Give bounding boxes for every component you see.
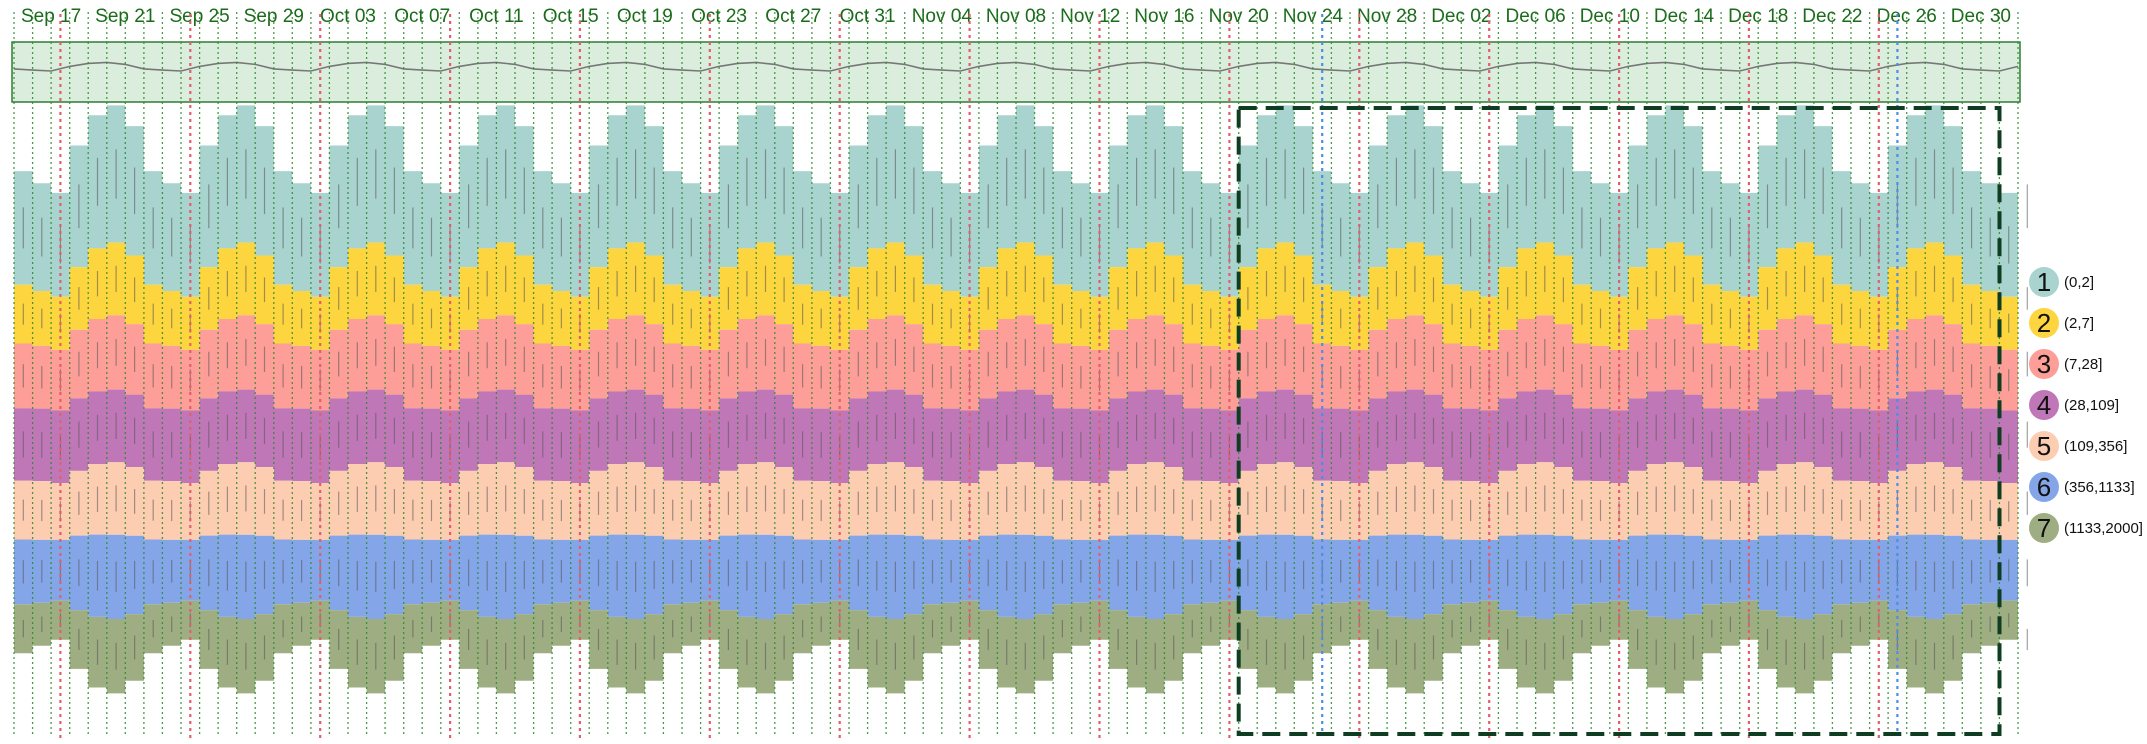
tick-label-26: Dec 30 (1951, 6, 2011, 27)
selection-box[interactable] (1236, 106, 2002, 736)
x-axis-ticks: Sep 17 Sep 21 Sep 25 Sep 29 Oct 03 Oct 07 Oct … (21, 6, 2011, 27)
legend-label-3: (7,28] (2064, 356, 2102, 373)
tick-label-19: Dec 02 (1431, 6, 1491, 27)
tick-label-24: Dec 22 (1802, 6, 1862, 27)
gridlines (13, 12, 2019, 736)
legend-label-1: (0,2] (2064, 274, 2094, 291)
tick-label-8: Oct 19 (617, 6, 673, 27)
tick-label-12: Nov 04 (912, 6, 973, 27)
tick-label-5: Oct 07 (394, 6, 450, 27)
tick-label-10: Oct 27 (765, 6, 821, 27)
legend-number-4: 4 (2037, 390, 2051, 420)
legend-swatch-1 (2029, 267, 2059, 297)
legend-label-2: (2,7] (2064, 315, 2094, 332)
legend-item-7: 7 (1133,2000] (2029, 513, 2143, 543)
tick-label-9: Oct 23 (691, 6, 747, 27)
legend-item-6: 6 (356,1133] (2029, 472, 2135, 502)
legend-item-1: 1 (0,2] (2029, 267, 2094, 297)
legend-item-3: 3 (7,28] (2029, 349, 2102, 379)
selection-rect[interactable] (1236, 106, 2002, 736)
legend-swatch-2 (2029, 308, 2059, 338)
legend-swatch-4 (2029, 390, 2059, 420)
legend-item-4: 4 (28,109] (2029, 390, 2119, 420)
tick-label-1: Sep 21 (95, 6, 155, 27)
tick-label-23: Dec 18 (1728, 6, 1788, 27)
legend-number-6: 6 (2037, 472, 2051, 502)
legend-label-7: (1133,2000] (2064, 520, 2143, 537)
tick-label-16: Nov 20 (1209, 6, 1269, 27)
legend-label-5: (109,356] (2064, 438, 2127, 455)
tick-label-7: Oct 15 (543, 6, 599, 27)
date-markers (59, 14, 1899, 742)
legend-swatch-5 (2029, 431, 2059, 461)
legend-item-2: 2 (2,7] (2029, 308, 2094, 338)
tick-label-0: Sep 17 (21, 6, 81, 27)
legend-number-1: 1 (2037, 267, 2051, 297)
legend-number-2: 2 (2037, 308, 2051, 338)
tick-label-13: Nov 08 (986, 6, 1046, 27)
legend-swatch-7 (2029, 513, 2059, 543)
legend-number-7: 7 (2037, 513, 2051, 543)
legend: 1 (0,2] 2 (2,7] 3 (7,28] 4 (28,109] 5 (109,356] 6 (… (2029, 267, 2143, 543)
legend-swatch-3 (2029, 349, 2059, 379)
tick-label-6: Oct 11 (469, 6, 524, 27)
tick-label-4: Oct 03 (320, 6, 376, 27)
legend-item-5: 5 (109,356] (2029, 431, 2127, 461)
legend-number-5: 5 (2037, 431, 2051, 461)
tick-label-14: Nov 12 (1060, 6, 1120, 27)
tick-label-15: Nov 16 (1134, 6, 1194, 27)
tick-label-22: Dec 14 (1654, 6, 1715, 27)
tick-label-17: Nov 24 (1283, 6, 1344, 27)
band-5 (14, 462, 2018, 540)
legend-number-3: 3 (2037, 349, 2051, 379)
tick-label-20: Dec 06 (1505, 6, 1565, 27)
legend-label-4: (28,109] (2064, 397, 2119, 414)
tick-label-11: Oct 31 (840, 6, 896, 27)
tick-label-25: Dec 26 (1877, 6, 1937, 27)
tick-label-2: Sep 25 (169, 6, 229, 27)
legend-swatch-6 (2029, 472, 2059, 502)
legend-label-6: (356,1133] (2064, 479, 2135, 496)
tick-label-3: Sep 29 (244, 6, 304, 27)
tick-label-18: Nov 28 (1357, 6, 1417, 27)
tick-label-21: Dec 10 (1580, 6, 1640, 27)
